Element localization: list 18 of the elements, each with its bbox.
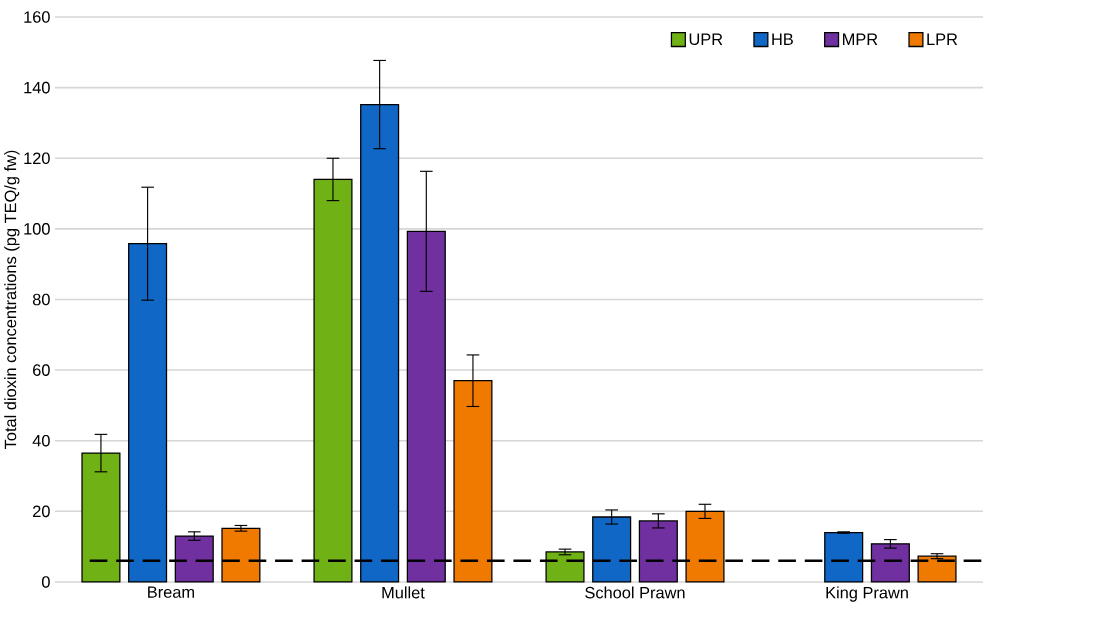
legend-label: HB [772,33,793,45]
legend-label: LPR [927,33,958,45]
y-tick-label: 100 [24,223,50,235]
x-tick-label: King Prawn [826,586,908,602]
x-tick-label: Bream [148,586,194,598]
y-tick-label: 80 [32,293,50,306]
y-tick-label: 20 [33,505,50,518]
y-tick-label: 140 [24,81,50,94]
x-tick-label: School Prawn [585,586,685,599]
y-tick-label: 40 [32,434,50,447]
legend-label: MPR [843,33,878,45]
y-axis-title: Total dioxin concentrations (pg TEQ/g fw) [4,150,20,450]
legend-label: UPR [689,33,723,46]
y-tick-label: 0 [41,576,50,588]
x-tick-label: Mullet [382,586,425,599]
y-tick-label: 120 [24,152,50,165]
y-tick-label: 60 [33,364,50,376]
y-tick-label: 160 [24,11,50,23]
